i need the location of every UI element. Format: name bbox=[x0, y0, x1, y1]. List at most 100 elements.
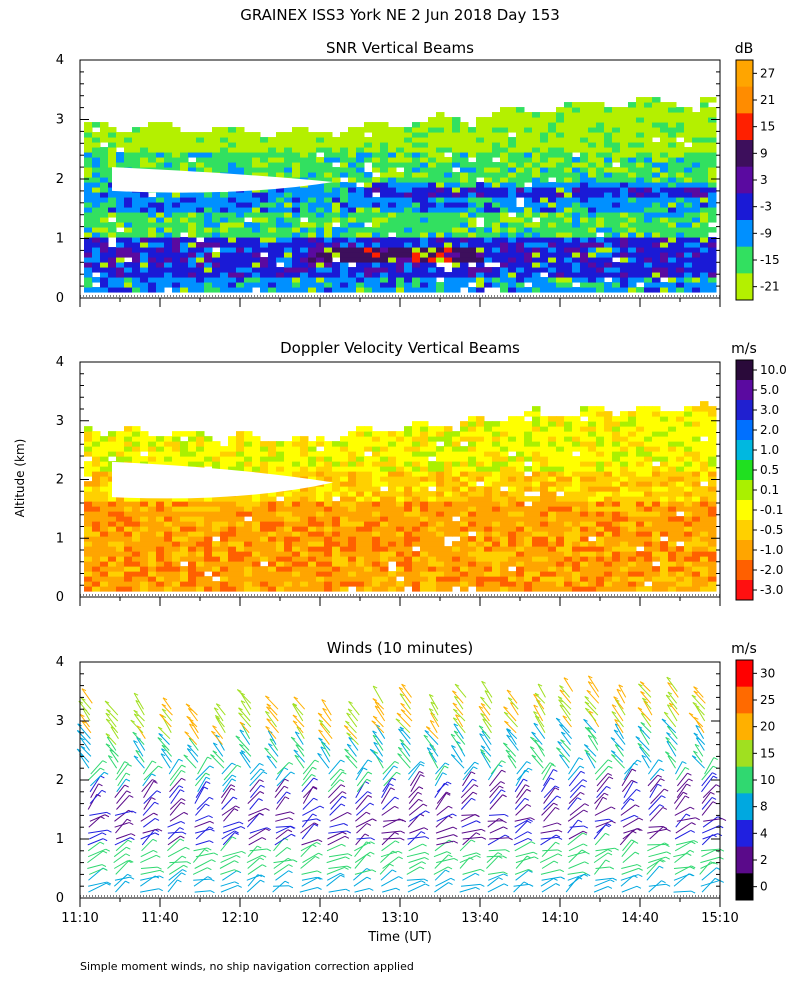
field-cell bbox=[204, 546, 213, 552]
field-cell bbox=[388, 481, 397, 487]
field-cell bbox=[372, 207, 381, 213]
field-cell bbox=[620, 551, 629, 557]
field-cell bbox=[156, 202, 165, 208]
field-cell bbox=[380, 152, 389, 158]
field-cell bbox=[124, 232, 133, 238]
field-cell bbox=[268, 581, 277, 587]
field-cell bbox=[540, 192, 549, 198]
field-cell bbox=[700, 282, 709, 288]
field-cell bbox=[348, 496, 357, 502]
field-cell bbox=[628, 147, 637, 153]
field-cell bbox=[684, 282, 693, 288]
field-cell bbox=[596, 252, 605, 258]
field-cell bbox=[380, 212, 389, 218]
no-data-region bbox=[112, 167, 334, 193]
field-cell bbox=[476, 576, 485, 582]
field-cell bbox=[492, 197, 501, 203]
field-cell bbox=[92, 486, 101, 492]
field-cell bbox=[476, 536, 485, 542]
field-cell bbox=[284, 232, 293, 238]
field-cell bbox=[508, 456, 517, 462]
field-cell bbox=[436, 242, 445, 248]
field-cell bbox=[452, 511, 461, 517]
field-cell bbox=[540, 237, 549, 243]
field-cell bbox=[220, 511, 229, 517]
field-cell bbox=[596, 222, 605, 228]
field-cell bbox=[468, 446, 477, 452]
field-cell bbox=[500, 117, 509, 123]
field-cell bbox=[644, 202, 653, 208]
field-cell bbox=[316, 491, 325, 497]
field-cell bbox=[588, 262, 597, 268]
field-cell bbox=[516, 247, 525, 253]
field-cell bbox=[164, 162, 173, 168]
field-cell bbox=[356, 496, 365, 502]
field-cell bbox=[444, 157, 453, 163]
field-cell bbox=[308, 466, 317, 472]
field-cell bbox=[404, 566, 413, 572]
field-cell bbox=[196, 207, 205, 213]
field-cell bbox=[540, 581, 549, 587]
field-cell bbox=[540, 217, 549, 223]
field-cell bbox=[212, 162, 221, 168]
field-cell bbox=[452, 456, 461, 462]
field-cell bbox=[404, 486, 413, 492]
field-cell bbox=[676, 167, 685, 173]
field-cell bbox=[404, 157, 413, 163]
field-cell bbox=[692, 282, 701, 288]
field-cell bbox=[404, 257, 413, 263]
field-cell bbox=[348, 526, 357, 532]
field-cell bbox=[548, 581, 557, 587]
field-cell bbox=[84, 282, 93, 288]
field-cell bbox=[636, 496, 645, 502]
field-cell bbox=[532, 466, 541, 472]
field-cell bbox=[460, 277, 469, 283]
field-cell bbox=[620, 526, 629, 532]
field-cell bbox=[676, 252, 685, 258]
field-cell bbox=[404, 242, 413, 248]
field-cell bbox=[84, 182, 93, 188]
field-cell bbox=[164, 561, 173, 567]
field-cell bbox=[316, 471, 325, 477]
field-cell bbox=[108, 247, 117, 253]
field-cell bbox=[516, 426, 525, 432]
field-cell bbox=[532, 556, 541, 562]
field-cell bbox=[420, 142, 429, 148]
field-cell bbox=[228, 287, 237, 293]
field-cell bbox=[300, 282, 309, 288]
field-cell bbox=[564, 531, 573, 537]
field-cell bbox=[436, 247, 445, 253]
field-cell bbox=[236, 242, 245, 248]
field-cell bbox=[508, 187, 517, 193]
field-cell bbox=[588, 466, 597, 472]
field-cell bbox=[628, 112, 637, 118]
field-cell bbox=[188, 152, 197, 158]
field-cell bbox=[540, 496, 549, 502]
field-cell bbox=[460, 451, 469, 457]
field-cell bbox=[412, 157, 421, 163]
field-cell bbox=[572, 521, 581, 527]
field-cell bbox=[140, 212, 149, 218]
field-cell bbox=[636, 526, 645, 532]
field-cell bbox=[372, 436, 381, 442]
field-cell bbox=[620, 202, 629, 208]
field-cell bbox=[164, 232, 173, 238]
field-cell bbox=[132, 247, 141, 253]
field-cell bbox=[644, 192, 653, 198]
field-cell bbox=[372, 157, 381, 163]
field-cell bbox=[476, 227, 485, 233]
field-cell bbox=[228, 446, 237, 452]
field-cell bbox=[572, 127, 581, 133]
field-cell bbox=[620, 137, 629, 143]
field-cell bbox=[588, 202, 597, 208]
field-cell bbox=[364, 576, 373, 582]
field-cell bbox=[188, 516, 197, 522]
field-cell bbox=[188, 496, 197, 502]
field-cell bbox=[316, 247, 325, 253]
field-cell bbox=[508, 416, 517, 422]
field-cell bbox=[468, 197, 477, 203]
field-cell bbox=[276, 197, 285, 203]
field-cell bbox=[292, 162, 301, 168]
field-cell bbox=[244, 282, 253, 288]
field-cell bbox=[308, 262, 317, 268]
